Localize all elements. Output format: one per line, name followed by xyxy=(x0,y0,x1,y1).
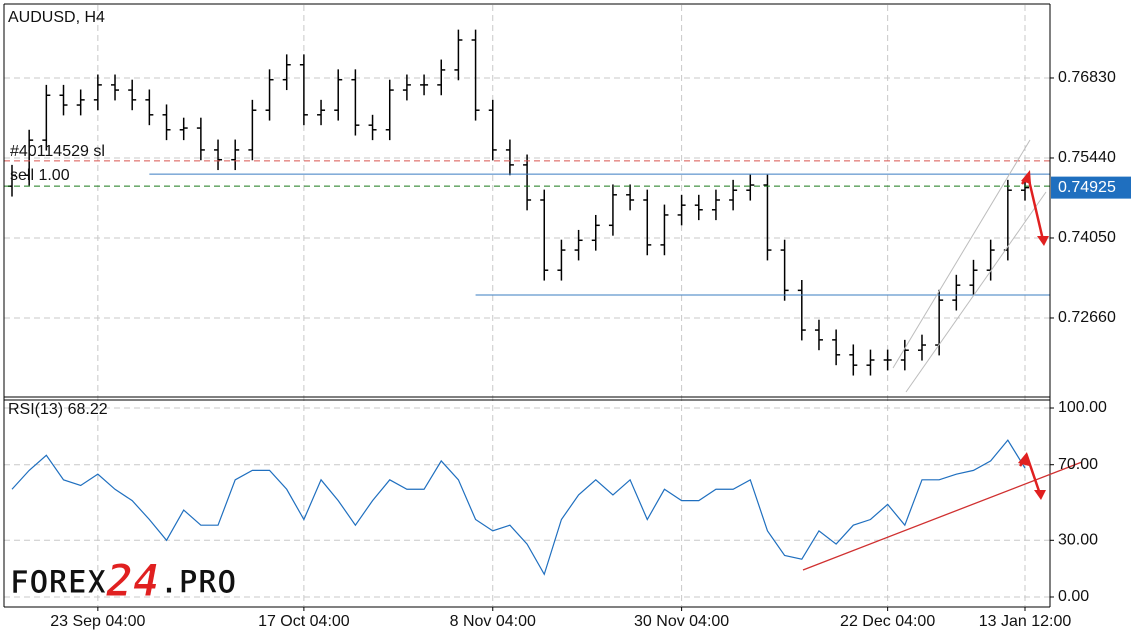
y-tick-label: 70.00 xyxy=(1058,456,1098,473)
current-price-box xyxy=(1051,176,1131,199)
x-tick-label: 30 Nov 04:00 xyxy=(634,613,729,630)
y-tick-label: 0.74050 xyxy=(1058,229,1116,246)
order-label: #40114529 sl xyxy=(10,143,105,160)
logo-part: 24 xyxy=(105,556,159,607)
logo: FOREX24.PRO xyxy=(10,556,236,607)
rsi-line xyxy=(11,439,1026,576)
grid xyxy=(4,5,1050,606)
order-label: sell 1.00 xyxy=(10,167,70,184)
arrow-head xyxy=(1021,170,1031,184)
y-tick-label: 0.76830 xyxy=(1058,69,1116,86)
y-tick-label: 0.72660 xyxy=(1058,309,1116,326)
arrow-head xyxy=(1034,490,1046,500)
y-tick-label: 30.00 xyxy=(1058,532,1098,549)
logo-part: .PRO xyxy=(159,563,236,601)
x-tick-label: 13 Jan 12:00 xyxy=(979,613,1072,630)
y-tick-label: 100.00 xyxy=(1058,399,1107,416)
x-tick-label: 23 Sep 04:00 xyxy=(50,613,145,630)
arrow-head xyxy=(1037,236,1049,246)
current-price-label: 0.74925 xyxy=(1058,179,1116,196)
x-tick-label: 22 Dec 04:00 xyxy=(840,613,935,630)
logo-part: FOREX xyxy=(10,563,106,601)
rsi-title: RSI(13) 68.22 xyxy=(8,401,108,418)
x-tick-label: 17 Oct 04:00 xyxy=(258,613,350,630)
y-tick-label: 0.00 xyxy=(1058,588,1089,605)
chart-title: AUDUSD, H4 xyxy=(8,9,105,26)
y-tick-label: 0.75440 xyxy=(1058,149,1116,166)
x-tick-label: 8 Nov 04:00 xyxy=(450,613,536,630)
arrow-head xyxy=(1018,452,1029,466)
channel-line xyxy=(905,191,1047,393)
channel-line xyxy=(892,139,1031,369)
